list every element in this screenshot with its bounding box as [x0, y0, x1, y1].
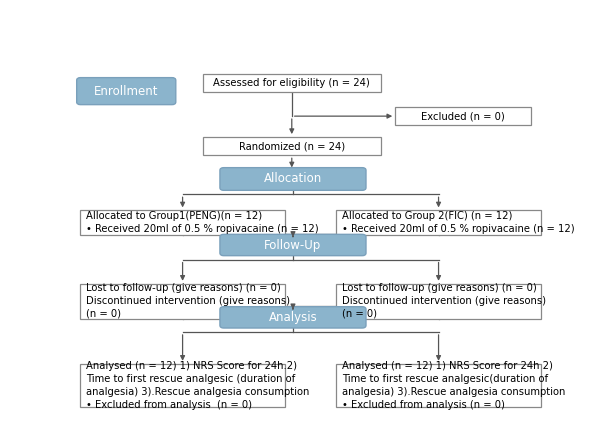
FancyBboxPatch shape [336, 210, 541, 236]
Text: Analysis: Analysis [268, 311, 318, 324]
Text: Analysed (n = 12) 1) NRS Score for 24h 2)
Time to first rescue analgesic(duratio: Analysed (n = 12) 1) NRS Score for 24h 2… [342, 361, 565, 410]
Text: Allocated to Group1(PENG)(n = 12)
• Received 20ml of 0.5 % ropivacaine (n = 12): Allocated to Group1(PENG)(n = 12) • Rece… [86, 211, 319, 234]
FancyBboxPatch shape [202, 74, 381, 92]
Text: Excluded (n = 0): Excluded (n = 0) [421, 111, 505, 121]
Text: Follow-Up: Follow-Up [264, 239, 322, 252]
FancyBboxPatch shape [395, 107, 531, 125]
FancyBboxPatch shape [81, 210, 285, 236]
FancyBboxPatch shape [81, 284, 285, 319]
FancyBboxPatch shape [77, 78, 176, 105]
Text: Analysed (n = 12) 1) NRS Score for 24h.2)
Time to first rescue analgesic (durati: Analysed (n = 12) 1) NRS Score for 24h.2… [86, 361, 310, 410]
Text: Lost to follow-up (give reasons) (n = 0)
Discontinued intervention (give reasons: Lost to follow-up (give reasons) (n = 0)… [342, 283, 546, 319]
FancyBboxPatch shape [336, 284, 541, 319]
FancyBboxPatch shape [220, 234, 366, 255]
Text: Randomized (n = 24): Randomized (n = 24) [239, 141, 345, 151]
Text: Enrollment: Enrollment [94, 84, 159, 97]
FancyBboxPatch shape [336, 364, 541, 407]
Text: Assessed for eligibility (n = 24): Assessed for eligibility (n = 24) [213, 78, 370, 88]
FancyBboxPatch shape [202, 137, 381, 155]
Text: Allocated to Group 2(FIC) (n = 12)
• Received 20ml of 0.5 % ropivacaine (n = 12): Allocated to Group 2(FIC) (n = 12) • Rec… [342, 211, 574, 234]
FancyBboxPatch shape [220, 168, 366, 191]
Text: Allocation: Allocation [264, 172, 322, 185]
Text: Lost to follow-up (give reasons) (n = 0)
Discontinued intervention (give reasons: Lost to follow-up (give reasons) (n = 0)… [86, 283, 290, 319]
FancyBboxPatch shape [81, 364, 285, 407]
FancyBboxPatch shape [220, 307, 366, 328]
